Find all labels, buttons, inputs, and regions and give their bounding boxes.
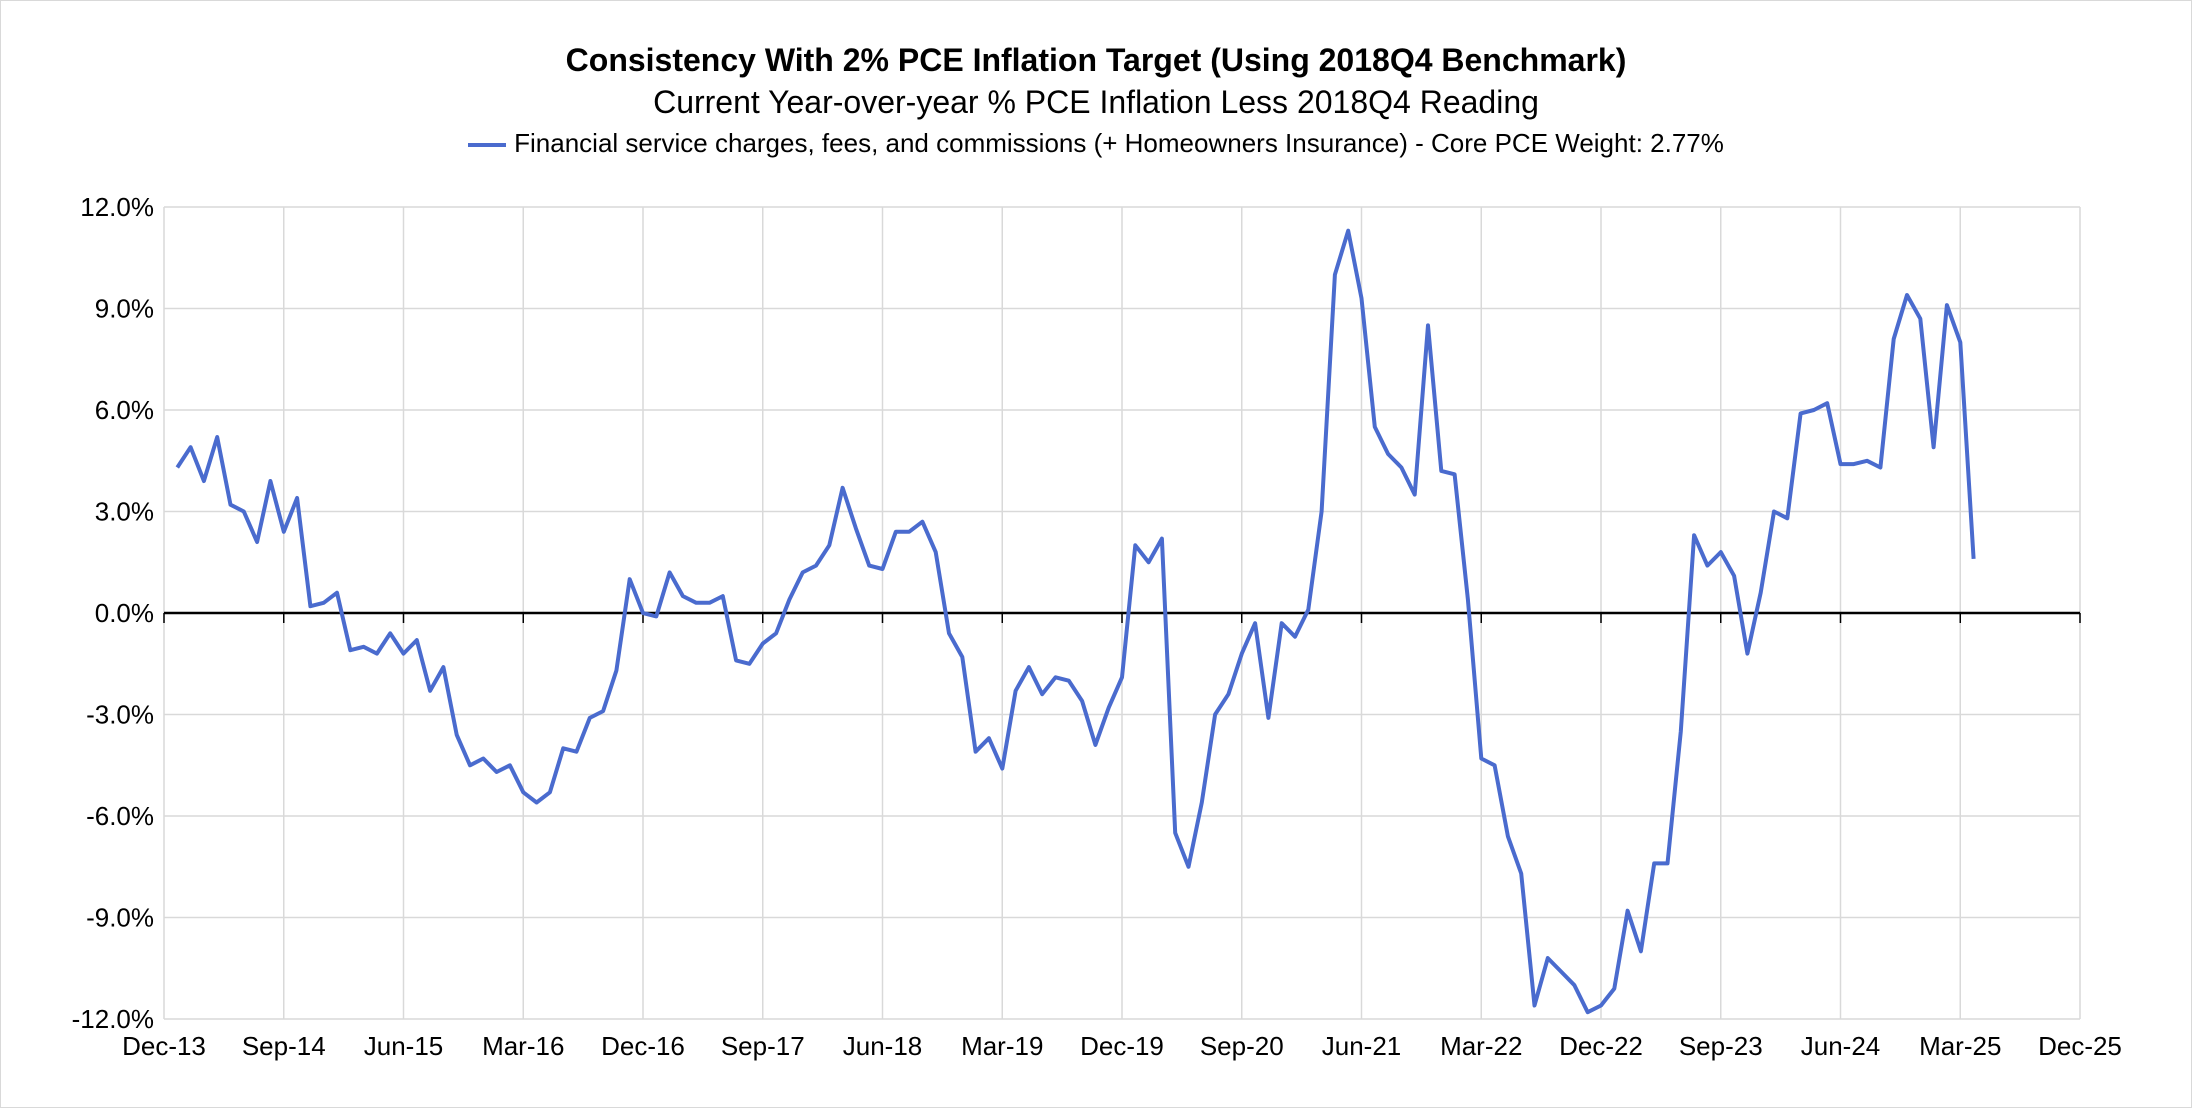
legend-swatch: [468, 143, 507, 148]
x-tick-label: Mar-25: [1919, 1031, 2001, 1061]
x-tick-label: Dec-22: [1559, 1031, 1643, 1061]
x-tick-label: Jun-21: [1322, 1031, 1402, 1061]
y-tick-label: 9.0%: [95, 294, 154, 324]
y-tick-label: -6.0%: [86, 801, 154, 831]
chart-subtitle: Current Year-over-year % PCE Inflation L…: [653, 84, 1539, 120]
legend-label: Financial service charges, fees, and com…: [514, 128, 1724, 158]
gridlines: [163, 206, 2081, 1020]
y-tick-label: -3.0%: [86, 700, 154, 730]
tick-labels: 12.0% 9.0% 6.0% 3.0% 0.0% -3.0% -6.0% -9.0% -12.…: [72, 192, 2122, 1061]
x-tick-label: Dec-25: [2038, 1031, 2122, 1061]
x-tick-label: Jun-15: [364, 1031, 444, 1061]
series-line: [175, 228, 1976, 1015]
y-tick-label: 3.0%: [95, 497, 154, 527]
x-tick-label: Jun-18: [843, 1031, 923, 1061]
x-tick-label: Jun-24: [1801, 1031, 1881, 1061]
x-tick-label: Dec-19: [1080, 1031, 1164, 1061]
y-tick-label: -12.0%: [72, 1004, 154, 1034]
x-tick-label: Mar-19: [961, 1031, 1043, 1061]
axes: [163, 611, 2081, 623]
series-layer: [175, 228, 1976, 1015]
y-tick-label: 12.0%: [80, 192, 154, 222]
x-tick-label: Mar-16: [482, 1031, 564, 1061]
chart-title: Consistency With 2% PCE Inflation Target…: [565, 42, 1627, 78]
x-tick-label: Dec-13: [122, 1031, 206, 1061]
x-tick-label: Mar-22: [1440, 1031, 1522, 1061]
y-tick-label: 0.0%: [95, 598, 154, 628]
x-tick-label: Sep-17: [721, 1031, 805, 1061]
x-tick-label: Sep-23: [1679, 1031, 1763, 1061]
x-tick-label: Dec-16: [601, 1031, 685, 1061]
y-tick-label: 6.0%: [95, 395, 154, 425]
x-tick-label: Sep-14: [242, 1031, 326, 1061]
y-tick-label: -9.0%: [86, 903, 154, 933]
legend: Financial service charges, fees, and com…: [0, 128, 2192, 159]
x-tick-label: Sep-20: [1200, 1031, 1284, 1061]
